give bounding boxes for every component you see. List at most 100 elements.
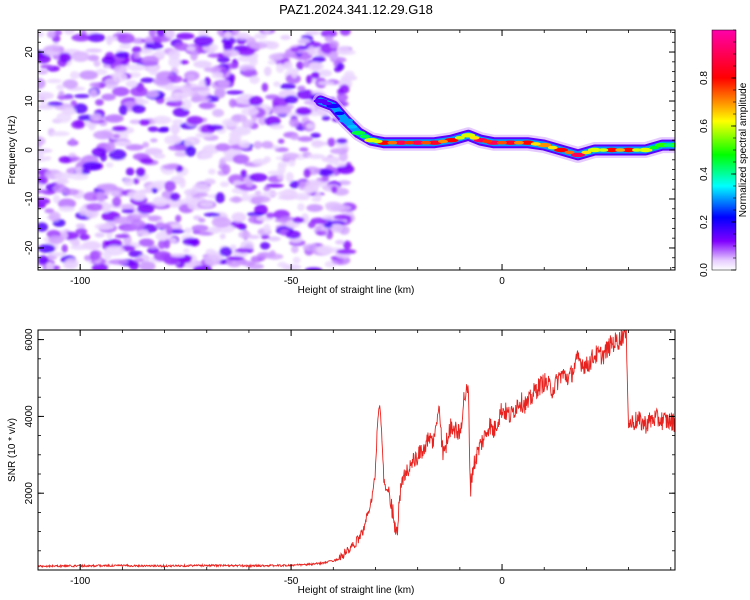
noise-blob xyxy=(93,60,101,67)
ridge-point xyxy=(351,130,366,136)
noise-blob xyxy=(304,30,321,36)
spectrogram-panel: -100 -50 0 20 10 0 -10 -20 Height of straight … xyxy=(7,29,676,296)
noise-blob xyxy=(145,90,159,98)
noise-blob xyxy=(303,184,315,194)
colorbar-ticks: 0.0 0.2 0.4 0.6 0.8 xyxy=(699,29,736,277)
noise-blob xyxy=(38,69,48,75)
noise-blob xyxy=(238,230,252,239)
noise-blob xyxy=(75,228,88,235)
noise-blob xyxy=(38,53,51,64)
noise-blob xyxy=(106,35,113,46)
noise-blob xyxy=(52,183,67,193)
noise-blob xyxy=(170,123,180,135)
y-tick-label: 4000 xyxy=(24,405,35,428)
noise-blob xyxy=(329,50,338,61)
spectrogram-ridge xyxy=(312,93,675,163)
noise-blob xyxy=(198,218,206,223)
noise-blob xyxy=(112,86,130,97)
noise-blob xyxy=(84,210,96,218)
noise-blob xyxy=(208,226,222,234)
noise-blob xyxy=(131,213,151,219)
noise-blob xyxy=(171,119,183,125)
noise-blob xyxy=(290,69,298,79)
noise-blob xyxy=(219,181,230,188)
noise-blob xyxy=(264,41,279,50)
noise-blob xyxy=(133,191,147,201)
noise-blob xyxy=(38,175,49,185)
noise-blob xyxy=(113,216,133,225)
noise-blob xyxy=(151,187,158,194)
noise-blob xyxy=(179,177,186,189)
noise-blob xyxy=(89,250,101,261)
ridge-segment xyxy=(359,134,370,139)
noise-blob xyxy=(166,197,183,208)
noise-blob xyxy=(112,140,133,147)
noise-blob xyxy=(285,230,301,239)
noise-blob xyxy=(240,240,255,252)
noise-blob xyxy=(38,244,56,253)
noise-blob xyxy=(88,122,96,131)
x-tick-label: -100 xyxy=(70,576,90,587)
noise-blob xyxy=(294,192,311,200)
y-tick-label: 6000 xyxy=(24,328,35,351)
noise-blob xyxy=(147,247,159,254)
noise-blob xyxy=(311,141,330,146)
noise-blob xyxy=(271,105,292,115)
noise-blob xyxy=(277,161,288,168)
noise-blob xyxy=(318,168,334,177)
noise-blob xyxy=(117,33,135,44)
noise-blob xyxy=(336,45,351,56)
noise-blob xyxy=(179,60,189,65)
noise-blob xyxy=(94,223,115,230)
noise-blob xyxy=(141,55,159,66)
noise-blob xyxy=(156,30,166,37)
noise-blob xyxy=(290,134,300,141)
noise-blob xyxy=(178,257,192,264)
noise-blob xyxy=(307,153,326,160)
noise-blob xyxy=(131,37,146,44)
noise-blob xyxy=(336,93,348,102)
noise-blob xyxy=(193,60,212,69)
noise-blob xyxy=(254,195,271,203)
spectrogram-x-axis-label: Height of straight line (km) xyxy=(298,285,415,296)
noise-blob xyxy=(56,84,65,91)
noise-blob xyxy=(318,69,332,77)
noise-blob xyxy=(305,123,315,130)
noise-blob xyxy=(277,138,285,144)
noise-blob xyxy=(170,192,181,201)
noise-blob xyxy=(39,96,46,104)
noise-blob xyxy=(206,124,224,131)
noise-blob xyxy=(225,90,244,95)
snr-series xyxy=(38,330,675,569)
noise-blob xyxy=(330,148,348,155)
noise-blob xyxy=(62,107,76,116)
colorbar-tick-label: 0.8 xyxy=(699,71,710,85)
noise-blob xyxy=(303,168,311,178)
noise-blob xyxy=(138,119,151,126)
noise-blob xyxy=(204,178,216,185)
noise-blob xyxy=(71,120,86,129)
noise-blob xyxy=(269,124,284,130)
noise-blob xyxy=(204,254,221,266)
noise-blob xyxy=(330,223,344,233)
noise-blob xyxy=(128,260,140,270)
snr-line xyxy=(38,330,675,569)
noise-blob xyxy=(231,212,247,223)
noise-blob xyxy=(185,145,197,157)
noise-blob xyxy=(193,265,212,270)
noise-blob xyxy=(280,83,296,90)
noise-blob xyxy=(214,88,226,99)
noise-blob xyxy=(125,144,144,151)
noise-blob xyxy=(58,206,75,212)
noise-blob xyxy=(290,47,300,52)
noise-blob xyxy=(115,51,130,59)
ridge-segment xyxy=(632,148,642,152)
noise-blob xyxy=(261,191,279,196)
snr-x-axis-label: Height of straight line (km) xyxy=(298,585,415,596)
noise-blob xyxy=(61,244,68,253)
noise-blob xyxy=(131,104,146,114)
noise-blob xyxy=(186,45,196,52)
noise-blob xyxy=(337,180,351,186)
noise-blob xyxy=(74,94,90,99)
ridge-point xyxy=(339,118,353,123)
